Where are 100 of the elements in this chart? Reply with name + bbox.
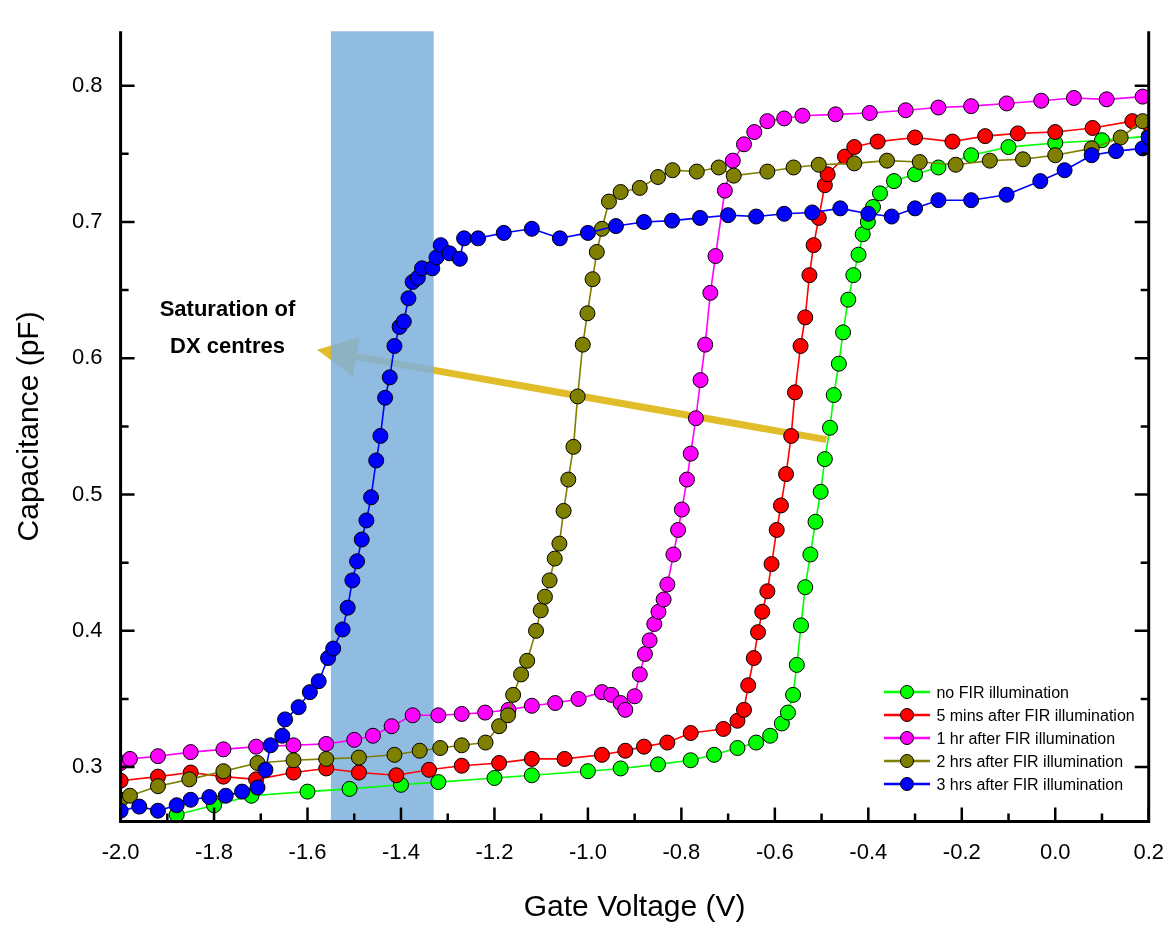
- x-tick-label: -0.4: [849, 838, 888, 864]
- point: [579, 763, 596, 780]
- point: [655, 591, 672, 608]
- point: [386, 746, 403, 763]
- point: [1015, 151, 1031, 168]
- point: [411, 742, 428, 759]
- point: [707, 248, 724, 265]
- point: [364, 727, 381, 744]
- point: [977, 128, 994, 145]
- point: [430, 707, 447, 724]
- y-tick-label: 0.5: [71, 480, 103, 506]
- point: [341, 780, 358, 797]
- point: [907, 166, 924, 183]
- legend-label: 2 hrs after FIR illumination: [936, 751, 1124, 772]
- x-tick-label: -0.6: [755, 838, 794, 864]
- point: [792, 338, 809, 354]
- point: [513, 666, 530, 683]
- point: [1084, 119, 1101, 136]
- point: [759, 583, 776, 600]
- point: [682, 445, 699, 462]
- point: [886, 173, 903, 190]
- point: [631, 666, 648, 683]
- point: [547, 695, 564, 712]
- y-tick-label: 0.3: [71, 753, 103, 779]
- point: [584, 271, 601, 288]
- point: [285, 752, 302, 769]
- point: [1112, 129, 1129, 146]
- point: [612, 760, 629, 777]
- x-tick-label: 0.2: [1133, 838, 1165, 864]
- x-tick-label: -1.4: [382, 838, 420, 864]
- point: [748, 734, 765, 751]
- point: [678, 471, 695, 488]
- point: [897, 102, 914, 119]
- point: [453, 705, 470, 722]
- point: [907, 129, 924, 146]
- point: [523, 767, 540, 784]
- point: [763, 556, 780, 573]
- point: [1000, 139, 1017, 156]
- point: [350, 749, 367, 766]
- point: [805, 237, 822, 254]
- point: [715, 720, 732, 737]
- point: [121, 750, 138, 767]
- point: [778, 466, 795, 483]
- legend-label: no FIR illumination: [936, 682, 1069, 703]
- x-tick-label: -1.2: [475, 838, 514, 864]
- point: [846, 155, 863, 172]
- point: [785, 159, 802, 176]
- point: [840, 291, 857, 308]
- point: [729, 740, 746, 757]
- point: [1009, 125, 1026, 142]
- point: [659, 734, 676, 751]
- point: [861, 104, 878, 121]
- point: [556, 750, 573, 767]
- point: [794, 107, 811, 124]
- point: [560, 471, 577, 488]
- point: [650, 169, 667, 186]
- point: [285, 737, 302, 754]
- point: [318, 735, 335, 752]
- point: [536, 588, 553, 605]
- point: [388, 767, 405, 784]
- point: [1134, 88, 1149, 105]
- point: [149, 748, 166, 765]
- point: [612, 184, 629, 201]
- point: [981, 152, 998, 169]
- point: [551, 535, 568, 552]
- point: [248, 738, 265, 755]
- point: [523, 697, 540, 714]
- point: [350, 764, 367, 781]
- point: [810, 156, 827, 173]
- point: [574, 336, 591, 353]
- point: [911, 154, 928, 171]
- point: [746, 124, 763, 141]
- point: [383, 718, 400, 735]
- point: [665, 546, 682, 563]
- point: [626, 688, 643, 705]
- point: [588, 243, 605, 260]
- legend-label: 1 hr after FIR illumination: [936, 728, 1116, 749]
- point: [740, 677, 757, 694]
- point: [807, 513, 824, 530]
- legend-label: 3 hrs after FIR illumination: [936, 774, 1124, 795]
- point: [664, 162, 681, 179]
- point: [702, 284, 719, 301]
- point: [546, 550, 563, 567]
- point: [149, 778, 166, 795]
- point: [745, 650, 762, 667]
- point: [750, 624, 767, 641]
- point: [421, 761, 438, 778]
- point: [486, 769, 503, 786]
- point: [724, 152, 741, 169]
- point: [1047, 147, 1064, 164]
- point: [759, 163, 776, 180]
- point: [706, 746, 723, 763]
- x-tick-label: 0.0: [1039, 838, 1071, 864]
- point: [528, 622, 545, 639]
- point: [692, 372, 709, 389]
- point: [432, 740, 449, 757]
- point: [850, 246, 867, 263]
- point: [871, 185, 888, 202]
- point: [532, 602, 549, 619]
- x-tick-label: -2.0: [101, 838, 140, 864]
